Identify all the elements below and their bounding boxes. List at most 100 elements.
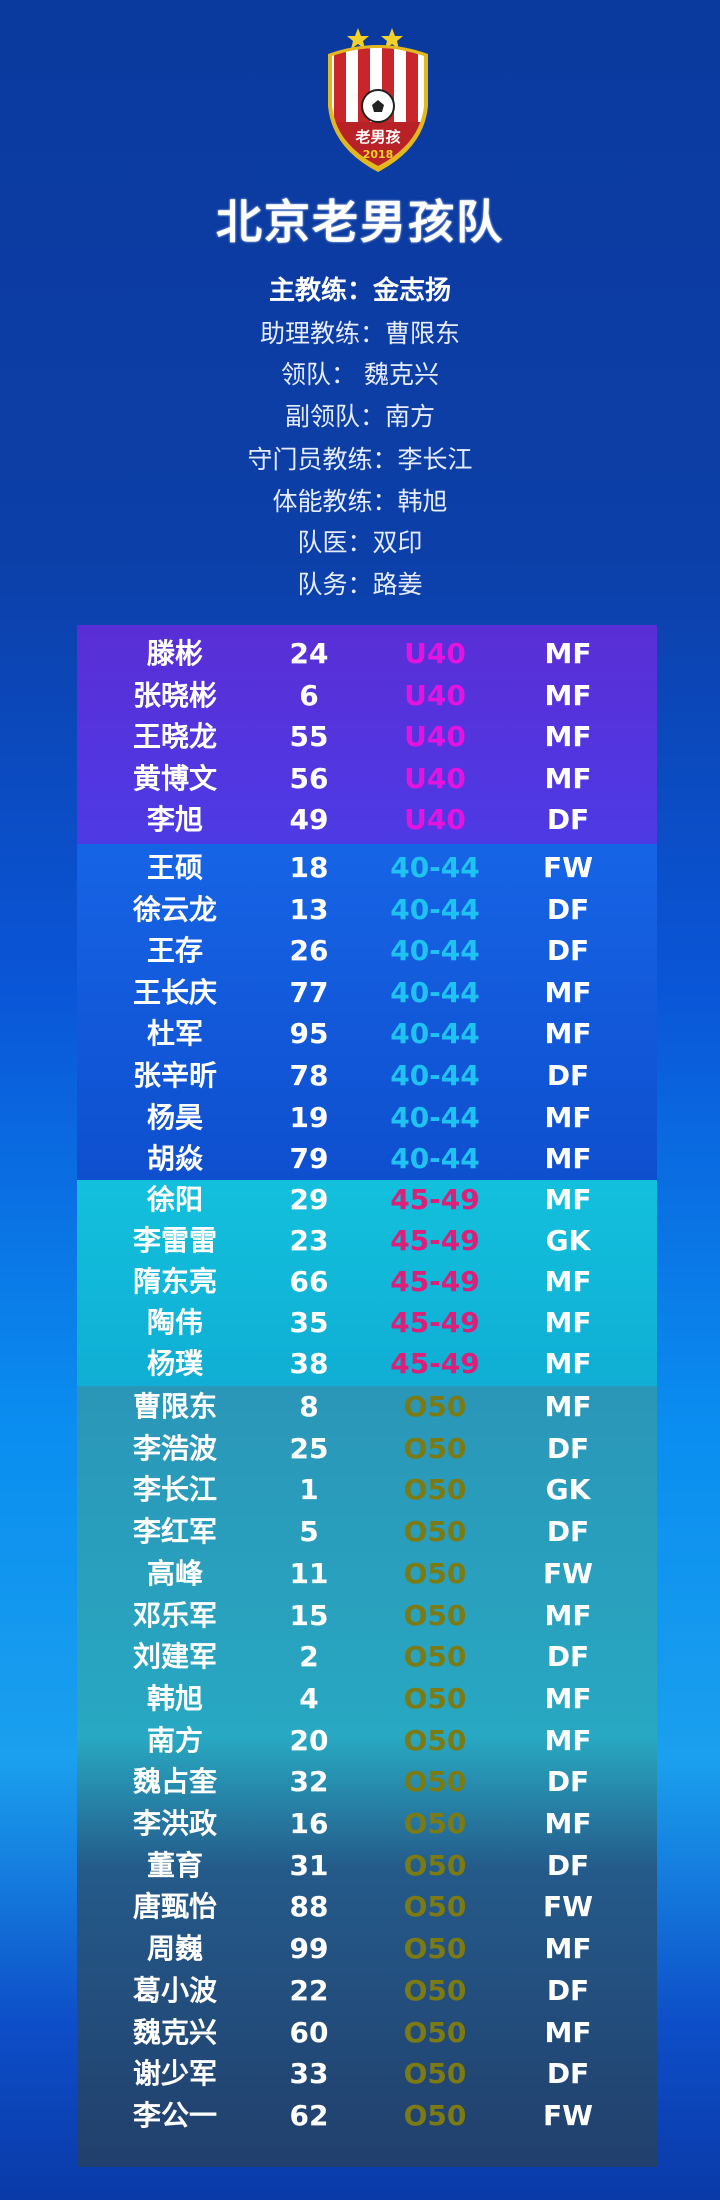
player-name: 邓乐军 [132,1598,217,1632]
staff-line: 副领队：南方 [284,402,435,431]
player-number: 15 [289,1598,329,1632]
player-row: 李旭 49 U40 DF [77,799,657,841]
player-number: 35 [289,1306,329,1339]
player-position: MF [544,720,592,753]
age-group: 40-44 [390,934,480,968]
player-name: 张晓彬 [132,678,217,712]
age-group: 45-49 [390,1224,480,1257]
age-group: 40-44 [390,892,480,926]
player-name: 刘建军 [132,1640,217,1674]
player-name: 杨璞 [146,1347,203,1380]
player-name: 董育 [146,1848,203,1882]
player-number: 66 [289,1265,329,1298]
player-number: 55 [289,720,329,753]
player-number: 32 [289,1765,329,1799]
player-position: MF [544,1681,592,1715]
player-row: 张晓彬 6 U40 MF [77,675,657,717]
player-name: 李长江 [132,1473,217,1507]
player-number: 24 [289,637,329,670]
player-name: 魏占奎 [132,1765,217,1799]
age-group: O50 [403,1390,467,1423]
age-group: U40 [404,803,466,836]
player-row: 杨璞 38 45-49 MF [77,1343,657,1385]
age-group: O50 [403,1973,467,2007]
player-number: 18 [289,851,329,884]
player-row: 唐甄怡 88 O50 FW [77,1886,657,1928]
player-name: 曹限东 [132,1390,217,1423]
age-group: O50 [403,1807,467,1840]
player-name: 韩旭 [146,1681,203,1715]
age-group: O50 [403,1765,467,1799]
age-group: 40-44 [390,1100,480,1134]
player-position: MF [544,1142,592,1176]
player-name: 葛小波 [132,1973,217,2007]
player-number: 20 [289,1723,329,1757]
player-number: 56 [289,761,329,795]
player-row: 张辛昕 78 40-44 DF [77,1055,657,1097]
player-name: 李红军 [132,1515,217,1549]
player-position: GK [545,1473,591,1507]
player-row: 王存 26 40-44 DF [77,930,657,972]
player-number: 49 [289,803,329,836]
roster-table: 滕彬 24 U40 MF 张晓彬 6 U40 MF 王晓龙 55 U40 MF 黄博文 56 U40 MF 李旭… [77,625,657,2167]
age-group: 40-44 [390,851,480,884]
player-row: 曹限东 8 O50 MF [77,1386,657,1428]
player-row: 葛小波 22 O50 DF [77,1970,657,2012]
player-position: MF [544,1017,592,1051]
player-name: 胡焱 [146,1142,203,1176]
age-group: O50 [403,1431,467,1465]
player-position: MF [544,678,592,712]
logo-text: 老男孩 [354,128,400,146]
player-number: 2 [299,1640,319,1674]
player-number: 31 [289,1848,329,1882]
age-group: O50 [403,1640,467,1674]
star-icon [347,28,369,49]
age-group: 45-49 [390,1265,480,1298]
player-name: 徐云龙 [132,892,217,926]
player-position: MF [544,2015,592,2049]
age-group: O50 [403,1473,467,1507]
player-row: 王长庆 77 40-44 MF [77,972,657,1014]
player-name: 滕彬 [146,637,203,670]
player-position: FW [542,1890,593,1924]
staff-line: 队务：路姜 [297,570,423,599]
player-number: 23 [289,1224,329,1257]
age-group: 40-44 [390,975,480,1009]
player-number: 77 [289,975,329,1009]
player-position: DF [546,1431,590,1465]
player-row: 李红军 5 O50 DF [77,1511,657,1553]
player-row: 徐云龙 13 40-44 DF [77,889,657,931]
player-number: 60 [289,2015,329,2049]
player-position: DF [546,1515,590,1549]
player-name: 李旭 [146,803,203,836]
player-row: 董育 31 O50 DF [77,1845,657,1887]
group-section-o50: 曹限东 8 O50 MF 李浩波 25 O50 DF 李长江 1 O50 GK 李红军 5 O50 DF 高峰 1… [77,1386,657,2167]
player-position: MF [544,1807,592,1840]
staff-line: 主教练：金志扬 [268,276,451,306]
player-position: GK [545,1224,591,1257]
player-position: FW [542,851,593,884]
age-group: O50 [403,1848,467,1882]
player-name: 李公一 [132,2098,217,2132]
age-group: O50 [403,2098,467,2132]
team-title: 北京老男孩队 [216,195,504,249]
player-number: 62 [289,2098,329,2132]
player-number: 33 [289,2057,329,2091]
player-row: 王硕 18 40-44 FW [77,847,657,889]
player-row: 隋东亮 66 45-49 MF [77,1261,657,1303]
player-name: 周巍 [146,1932,203,1966]
player-row: 胡焱 79 40-44 MF [77,1138,657,1180]
player-position: MF [544,1183,592,1216]
age-group: O50 [403,2057,467,2091]
player-row: 李雷雷 23 45-49 GK [77,1220,657,1262]
player-position: DF [546,934,590,968]
player-position: FW [542,2098,593,2132]
player-position: MF [544,1598,592,1632]
player-position: MF [544,1265,592,1298]
player-row: 高峰 11 O50 FW [77,1553,657,1595]
player-row: 南方 20 O50 MF [77,1720,657,1762]
staff-line: 领队： 魏克兴 [281,360,439,389]
player-number: 4 [299,1681,319,1715]
player-row: 李公一 62 O50 FW [77,2095,657,2137]
logo-year: 2018 [363,148,394,161]
